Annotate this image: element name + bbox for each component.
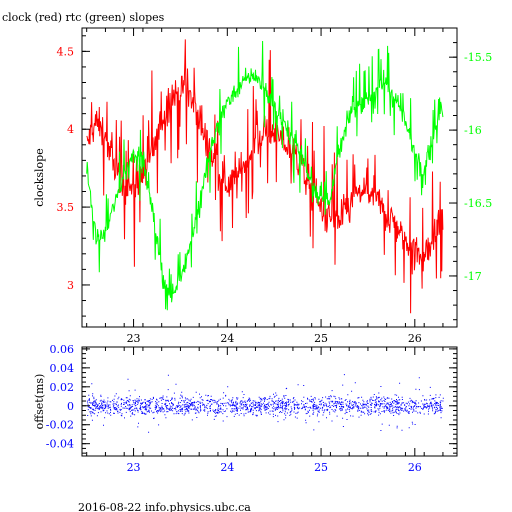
top-x-tick-label: 25	[314, 332, 328, 345]
bottom-x-tick-label: 26	[408, 461, 422, 474]
bottom-y-tick-label: -0.04	[46, 438, 74, 451]
top-left-tick-label: 3	[67, 279, 74, 292]
bottom-y-tick-label: 0.06	[50, 343, 75, 356]
top-right-tick-label: -15.5	[464, 51, 492, 64]
top-y-axis-label: clockslope	[33, 148, 46, 206]
top-x-tick-label: 26	[408, 332, 422, 345]
top-left-tick-label: 4	[67, 123, 74, 136]
bottom-y-tick-label: 0.04	[50, 362, 75, 375]
top-left-tick-label: 4.5	[57, 45, 75, 58]
top-chart-title: clock (red) rtc (green) slopes	[2, 11, 165, 24]
top-chart: 3 3.5 4 4.5 -15.5 -16 -16.5 -17 23 24 25 26 clockslo…	[33, 27, 492, 345]
top-frame	[81, 27, 458, 328]
bottom-x-tick-label: 25	[314, 461, 328, 474]
rtc-series-line	[86, 40, 444, 311]
top-x-tick-label: 24	[220, 332, 234, 345]
bottom-y-tick-label: -0.02	[46, 419, 74, 432]
top-right-tick-label: -16	[464, 124, 482, 137]
bottom-y-tick-label: 0	[67, 400, 74, 413]
bottom-x-tick-label: 23	[127, 461, 141, 474]
offset-scatter-points	[86, 374, 444, 433]
top-left-tick-label: 3.5	[57, 201, 75, 214]
bottom-chart: 0.06 0.04 0.02 0 -0.02 -0.04 23 24 25 26 offset(ms…	[33, 343, 458, 474]
footer-credit: 2016-08-22 info.physics.ubc.ca	[78, 501, 251, 512]
bottom-y-tick-label: 0.02	[50, 381, 75, 394]
bottom-x-tick-label: 24	[220, 461, 234, 474]
top-x-tick-label: 23	[127, 332, 141, 345]
top-right-tick-label: -16.5	[464, 197, 492, 210]
bottom-y-axis-label: offset(ms)	[33, 374, 46, 430]
top-right-tick-label: -17	[464, 270, 482, 283]
